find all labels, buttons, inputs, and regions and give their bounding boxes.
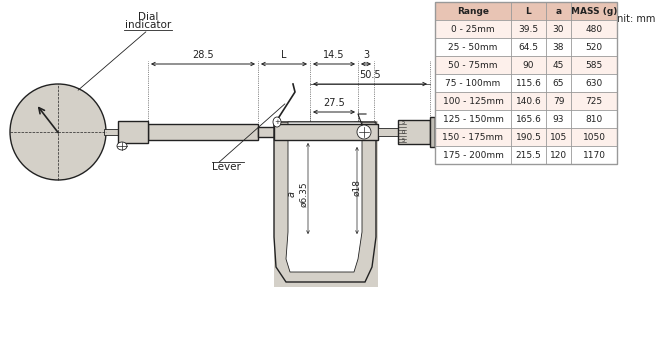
Text: 520: 520	[586, 42, 602, 52]
Text: Range: Range	[457, 6, 489, 15]
Text: 725: 725	[586, 96, 602, 105]
Text: 65: 65	[553, 79, 564, 88]
Text: 810: 810	[586, 115, 602, 123]
Text: 27.5: 27.5	[323, 98, 345, 108]
Polygon shape	[286, 122, 362, 272]
Text: MASS (g): MASS (g)	[571, 6, 617, 15]
Text: 39.5: 39.5	[519, 25, 539, 34]
Text: 120: 120	[550, 150, 567, 159]
Text: 1170: 1170	[582, 150, 606, 159]
Circle shape	[10, 84, 106, 180]
Ellipse shape	[117, 142, 127, 150]
Text: a: a	[287, 191, 297, 197]
Text: 0 - 25mm: 0 - 25mm	[451, 25, 495, 34]
FancyBboxPatch shape	[274, 257, 378, 287]
Text: 630: 630	[586, 79, 602, 88]
Text: indicator: indicator	[125, 20, 171, 30]
Text: 150 - 175mm: 150 - 175mm	[442, 132, 503, 142]
Text: 45: 45	[553, 61, 564, 69]
FancyBboxPatch shape	[104, 129, 120, 135]
FancyBboxPatch shape	[435, 20, 617, 38]
FancyBboxPatch shape	[274, 121, 290, 287]
Text: 64.5: 64.5	[519, 42, 539, 52]
Text: 5: 5	[402, 139, 405, 144]
Text: a: a	[555, 6, 561, 15]
FancyBboxPatch shape	[435, 146, 617, 164]
FancyBboxPatch shape	[435, 2, 617, 20]
Text: 38: 38	[553, 42, 564, 52]
FancyBboxPatch shape	[148, 124, 258, 140]
FancyBboxPatch shape	[435, 74, 617, 92]
Text: 1050: 1050	[582, 132, 606, 142]
Text: 90: 90	[523, 61, 534, 69]
FancyBboxPatch shape	[430, 117, 458, 147]
Text: 25 - 50mm: 25 - 50mm	[448, 42, 498, 52]
Text: 93: 93	[553, 115, 564, 123]
Text: 140.6: 140.6	[516, 96, 541, 105]
Polygon shape	[274, 122, 376, 282]
Text: Dial: Dial	[138, 12, 158, 22]
Text: L: L	[526, 6, 531, 15]
Text: ø18: ø18	[352, 179, 362, 196]
Text: 50.5: 50.5	[359, 70, 381, 80]
Text: 115.6: 115.6	[515, 79, 541, 88]
Ellipse shape	[357, 125, 371, 139]
Text: ø6.35: ø6.35	[299, 181, 308, 207]
FancyBboxPatch shape	[274, 124, 378, 140]
Text: 75 - 100mm: 75 - 100mm	[446, 79, 500, 88]
Text: 50 - 75mm: 50 - 75mm	[448, 61, 498, 69]
FancyBboxPatch shape	[378, 128, 398, 136]
Ellipse shape	[273, 117, 281, 127]
Text: Unit: mm: Unit: mm	[610, 14, 655, 24]
Text: 215.5: 215.5	[516, 150, 541, 159]
Text: 165.6: 165.6	[515, 115, 541, 123]
Text: 190.5: 190.5	[515, 132, 541, 142]
FancyBboxPatch shape	[435, 56, 617, 74]
Text: 585: 585	[586, 61, 602, 69]
Text: 14.5: 14.5	[323, 50, 345, 60]
FancyBboxPatch shape	[398, 120, 430, 144]
FancyBboxPatch shape	[435, 38, 617, 56]
FancyBboxPatch shape	[354, 121, 378, 287]
Text: 0: 0	[402, 130, 405, 134]
FancyBboxPatch shape	[258, 127, 278, 137]
Text: 3: 3	[363, 50, 369, 60]
FancyBboxPatch shape	[435, 110, 617, 128]
Text: +: +	[274, 119, 280, 125]
Text: 125 - 150mm: 125 - 150mm	[443, 115, 503, 123]
Text: 175 - 200mm: 175 - 200mm	[443, 150, 503, 159]
Text: 105: 105	[550, 132, 567, 142]
Text: 28.5: 28.5	[192, 50, 214, 60]
FancyBboxPatch shape	[435, 92, 617, 110]
FancyBboxPatch shape	[118, 121, 148, 143]
Text: 5: 5	[402, 120, 405, 126]
FancyBboxPatch shape	[435, 128, 617, 146]
Text: 30: 30	[553, 25, 564, 34]
Text: Lever: Lever	[212, 162, 241, 172]
Text: 100 - 125mm: 100 - 125mm	[443, 96, 503, 105]
Text: L: L	[281, 50, 287, 60]
Text: 480: 480	[586, 25, 602, 34]
Text: 79: 79	[553, 96, 564, 105]
